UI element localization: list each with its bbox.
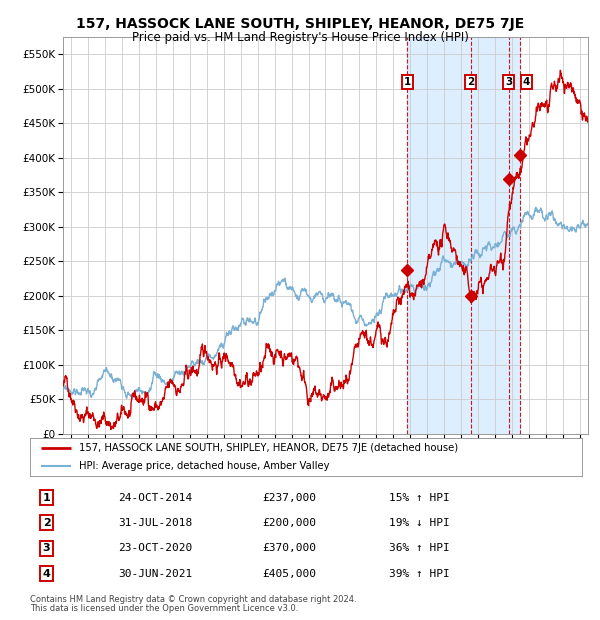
Text: 157, HASSOCK LANE SOUTH, SHIPLEY, HEANOR, DE75 7JE (detached house): 157, HASSOCK LANE SOUTH, SHIPLEY, HEANOR… bbox=[79, 443, 458, 453]
Text: Price paid vs. HM Land Registry's House Price Index (HPI): Price paid vs. HM Land Registry's House … bbox=[131, 31, 469, 44]
Text: 31-JUL-2018: 31-JUL-2018 bbox=[118, 518, 193, 528]
Text: 4: 4 bbox=[523, 77, 530, 87]
Text: 15% ↑ HPI: 15% ↑ HPI bbox=[389, 492, 449, 503]
Text: 19% ↓ HPI: 19% ↓ HPI bbox=[389, 518, 449, 528]
Text: £200,000: £200,000 bbox=[262, 518, 316, 528]
Text: HPI: Average price, detached house, Amber Valley: HPI: Average price, detached house, Ambe… bbox=[79, 461, 329, 471]
Text: 4: 4 bbox=[43, 569, 50, 578]
Bar bbox=[407, 37, 520, 434]
Text: 3: 3 bbox=[43, 543, 50, 553]
Text: 1: 1 bbox=[404, 77, 411, 87]
Text: 30-JUN-2021: 30-JUN-2021 bbox=[118, 569, 193, 578]
Text: 2: 2 bbox=[43, 518, 50, 528]
Text: 2: 2 bbox=[467, 77, 475, 87]
Text: 24-OCT-2014: 24-OCT-2014 bbox=[118, 492, 193, 503]
Text: 23-OCT-2020: 23-OCT-2020 bbox=[118, 543, 193, 553]
Text: £370,000: £370,000 bbox=[262, 543, 316, 553]
Text: 39% ↑ HPI: 39% ↑ HPI bbox=[389, 569, 449, 578]
Text: £237,000: £237,000 bbox=[262, 492, 316, 503]
Text: 1: 1 bbox=[43, 492, 50, 503]
Text: 36% ↑ HPI: 36% ↑ HPI bbox=[389, 543, 449, 553]
Text: Contains HM Land Registry data © Crown copyright and database right 2024.: Contains HM Land Registry data © Crown c… bbox=[30, 595, 356, 604]
Text: 3: 3 bbox=[505, 77, 512, 87]
Text: This data is licensed under the Open Government Licence v3.0.: This data is licensed under the Open Gov… bbox=[30, 604, 298, 613]
Text: 157, HASSOCK LANE SOUTH, SHIPLEY, HEANOR, DE75 7JE: 157, HASSOCK LANE SOUTH, SHIPLEY, HEANOR… bbox=[76, 17, 524, 32]
Text: £405,000: £405,000 bbox=[262, 569, 316, 578]
